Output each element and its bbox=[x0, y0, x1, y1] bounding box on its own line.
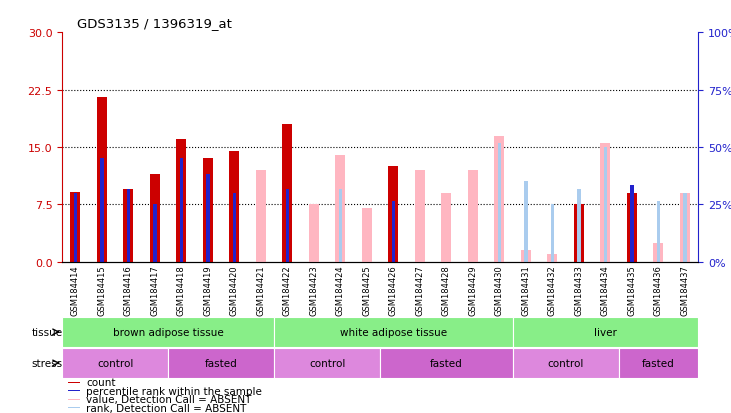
Bar bbox=[69, 390, 80, 391]
Bar bbox=[494, 136, 504, 262]
Text: GSM184432: GSM184432 bbox=[548, 265, 557, 316]
Bar bbox=[577, 193, 580, 262]
Text: value, Detection Call = ABSENT: value, Detection Call = ABSENT bbox=[86, 394, 251, 404]
Bar bbox=[308, 205, 319, 262]
Bar bbox=[550, 205, 554, 262]
Bar bbox=[512, 317, 698, 347]
Bar bbox=[498, 144, 501, 262]
Bar bbox=[626, 193, 637, 262]
Text: GSM184423: GSM184423 bbox=[309, 265, 319, 316]
Text: GSM184420: GSM184420 bbox=[230, 265, 239, 316]
Bar bbox=[62, 348, 168, 378]
Bar bbox=[338, 190, 342, 262]
Text: brown adipose tissue: brown adipose tissue bbox=[113, 327, 224, 337]
Bar bbox=[468, 171, 478, 262]
Bar bbox=[230, 152, 240, 262]
Text: white adipose tissue: white adipose tissue bbox=[340, 327, 447, 337]
Bar bbox=[69, 407, 80, 408]
Bar bbox=[380, 348, 512, 378]
Text: fasted: fasted bbox=[642, 358, 675, 368]
Bar bbox=[656, 201, 660, 262]
Bar bbox=[154, 205, 156, 262]
Bar bbox=[206, 174, 210, 262]
Bar bbox=[654, 243, 664, 262]
Bar bbox=[680, 193, 690, 262]
Text: GSM184415: GSM184415 bbox=[97, 265, 107, 316]
Bar bbox=[388, 167, 398, 262]
Bar bbox=[618, 348, 698, 378]
Text: tissue: tissue bbox=[31, 327, 62, 337]
Bar bbox=[392, 201, 395, 262]
Bar bbox=[150, 174, 160, 262]
Bar bbox=[168, 348, 274, 378]
Text: percentile rank within the sample: percentile rank within the sample bbox=[86, 386, 262, 396]
Text: liver: liver bbox=[594, 327, 617, 337]
Text: GSM184426: GSM184426 bbox=[389, 265, 398, 316]
Text: GSM184421: GSM184421 bbox=[257, 265, 265, 316]
Bar bbox=[600, 144, 610, 262]
Bar bbox=[100, 159, 104, 262]
Bar bbox=[256, 171, 266, 262]
Text: control: control bbox=[309, 358, 345, 368]
Text: GSM184425: GSM184425 bbox=[363, 265, 371, 316]
Bar bbox=[520, 251, 531, 262]
Bar bbox=[282, 125, 292, 262]
Text: GSM184430: GSM184430 bbox=[495, 265, 504, 316]
Text: GSM184416: GSM184416 bbox=[124, 265, 133, 316]
Bar bbox=[630, 186, 634, 262]
Bar bbox=[577, 190, 580, 262]
Text: fasted: fasted bbox=[205, 358, 238, 368]
Bar bbox=[683, 193, 686, 262]
Bar bbox=[70, 193, 80, 262]
Text: GSM184424: GSM184424 bbox=[336, 265, 345, 316]
Bar bbox=[96, 98, 107, 262]
Bar bbox=[574, 205, 584, 262]
Bar bbox=[336, 155, 346, 262]
Text: GSM184418: GSM184418 bbox=[177, 265, 186, 316]
Text: count: count bbox=[86, 377, 115, 387]
Bar bbox=[524, 182, 528, 262]
Text: GSM184431: GSM184431 bbox=[521, 265, 531, 316]
Bar bbox=[414, 171, 425, 262]
Bar bbox=[62, 317, 274, 347]
Bar bbox=[202, 159, 213, 262]
Bar bbox=[180, 159, 183, 262]
Text: GSM184414: GSM184414 bbox=[71, 265, 80, 316]
Bar bbox=[274, 348, 380, 378]
Text: GSM184435: GSM184435 bbox=[627, 265, 637, 316]
Bar bbox=[604, 148, 607, 262]
Text: GSM184427: GSM184427 bbox=[415, 265, 425, 316]
Text: GSM184419: GSM184419 bbox=[203, 265, 213, 316]
Bar bbox=[124, 190, 134, 262]
Bar bbox=[126, 190, 130, 262]
Bar bbox=[362, 209, 372, 262]
Text: rank, Detection Call = ABSENT: rank, Detection Call = ABSENT bbox=[86, 403, 246, 413]
Bar bbox=[69, 399, 80, 400]
Text: control: control bbox=[548, 358, 584, 368]
Bar bbox=[548, 254, 558, 262]
Text: GSM184433: GSM184433 bbox=[575, 265, 583, 316]
Bar bbox=[74, 193, 77, 262]
Text: GSM184417: GSM184417 bbox=[151, 265, 159, 316]
Text: control: control bbox=[97, 358, 133, 368]
Text: stress: stress bbox=[31, 358, 62, 368]
Bar bbox=[69, 382, 80, 383]
Text: GSM184429: GSM184429 bbox=[469, 265, 477, 316]
Text: GSM184434: GSM184434 bbox=[601, 265, 610, 316]
Text: GDS3135 / 1396319_at: GDS3135 / 1396319_at bbox=[77, 17, 232, 29]
Bar bbox=[274, 317, 512, 347]
Text: GSM184436: GSM184436 bbox=[654, 265, 663, 316]
Bar bbox=[232, 193, 236, 262]
Text: GSM184422: GSM184422 bbox=[283, 265, 292, 316]
Bar bbox=[442, 193, 452, 262]
Bar bbox=[176, 140, 186, 262]
Text: fasted: fasted bbox=[430, 358, 463, 368]
Text: GSM184437: GSM184437 bbox=[681, 265, 689, 316]
Bar bbox=[512, 348, 618, 378]
Bar bbox=[286, 190, 289, 262]
Text: GSM184428: GSM184428 bbox=[442, 265, 451, 316]
